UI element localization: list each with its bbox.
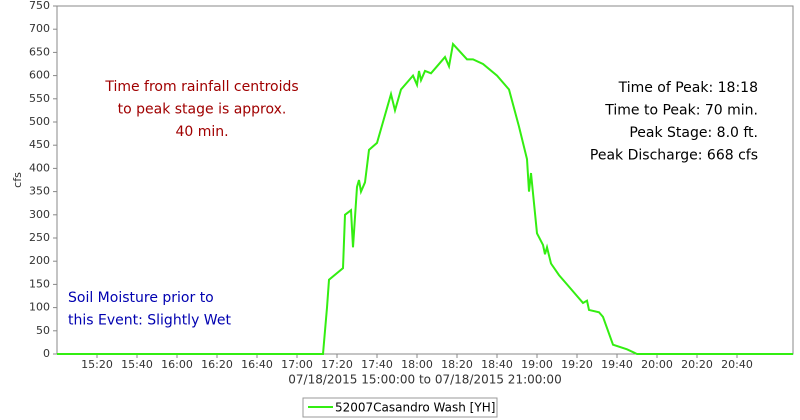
y-tick-label: 100 <box>29 301 50 314</box>
x-tick-label: 15:20 <box>81 358 113 371</box>
legend-box <box>302 397 498 418</box>
annotation: Time of Peak: 18:18 <box>618 80 758 96</box>
y-tick-label: 300 <box>29 208 50 221</box>
annotation: 40 min. <box>175 124 228 140</box>
x-tick-label: 16:00 <box>161 358 193 371</box>
x-tick-label: 20:20 <box>681 358 713 371</box>
y-tick-label: 600 <box>29 69 50 82</box>
annotation: Soil Moisture prior to <box>68 290 214 306</box>
y-tick-label: 550 <box>29 92 50 105</box>
y-tick-label: 650 <box>29 45 50 58</box>
x-tick-label: 20:00 <box>641 358 673 371</box>
x-tick-label: 16:20 <box>201 358 233 371</box>
y-tick-label: 350 <box>29 185 50 198</box>
x-tick-label: 20:40 <box>721 358 753 371</box>
y-tick-label: 200 <box>29 254 50 267</box>
x-tick-label: 18:40 <box>481 358 513 371</box>
annotation: to peak stage is approx. <box>118 102 287 118</box>
y-tick-label: 250 <box>29 231 50 244</box>
plot-area <box>56 5 794 355</box>
data-line <box>57 41 793 355</box>
x-tick-label: 19:00 <box>521 358 553 371</box>
annotation: Time from rainfall centroids <box>104 79 298 95</box>
y-tick-label: 0 <box>43 347 50 360</box>
y-tick-label: 450 <box>29 138 50 151</box>
x-tick-label: 18:20 <box>441 358 473 371</box>
y-tick-label: 150 <box>29 277 50 290</box>
x-tick-label: 19:40 <box>601 358 633 371</box>
y-tick-label: 700 <box>29 22 50 35</box>
y-tick-label: 400 <box>29 161 50 174</box>
y-axis-label: cfs <box>11 172 24 188</box>
annotation: this Event: Slightly Wet <box>68 313 231 329</box>
y-tick-label: 50 <box>36 324 50 337</box>
x-tick-label: 18:00 <box>401 358 433 371</box>
x-tick-label: 15:40 <box>121 358 153 371</box>
annotation: Time to Peak: 70 min. <box>604 103 758 119</box>
y-tick-label: 500 <box>29 115 50 128</box>
x-tick-label: 16:40 <box>241 358 273 371</box>
y-tick-label: 750 <box>29 0 50 12</box>
x-tick-label: 19:20 <box>561 358 593 371</box>
legend-label: 52007Casandro Wash [YH] <box>335 401 495 415</box>
x-tick-label: 17:20 <box>321 358 353 371</box>
x-tick-label: 17:00 <box>281 358 313 371</box>
x-axis-label: 07/18/2015 15:00:00 to 07/18/2015 21:00:… <box>288 373 561 387</box>
annotation: Peak Discharge: 668 cfs <box>590 148 758 164</box>
annotation: Peak Stage: 8.0 ft. <box>629 125 758 141</box>
x-tick-label: 17:40 <box>361 358 393 371</box>
